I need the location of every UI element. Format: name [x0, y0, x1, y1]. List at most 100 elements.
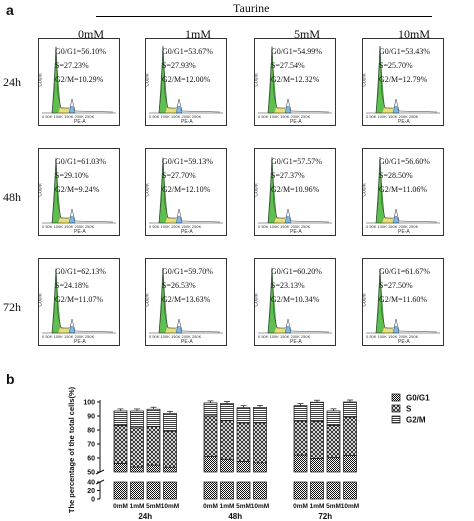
- histogram-24h-1mM: G0/G1=53.67% S=27.93% G2/M=12.00% Count 0 50…: [145, 38, 227, 126]
- stat-s: S=27.23%: [55, 61, 89, 70]
- stat-g0g1: G0/G1=59.13%: [162, 157, 213, 166]
- bar-segment-g2m: [343, 401, 357, 418]
- bar-segment-g2m: [220, 403, 234, 421]
- bar-segment-g0g1: [326, 457, 341, 473]
- count-axis-label: Count: [254, 293, 260, 307]
- stat-g0g1: G0/G1=61.03%: [55, 157, 106, 166]
- x-tick-labels: 0 50K 100K 150K 200K 250K: [366, 224, 419, 229]
- histogram-plot: [42, 158, 116, 224]
- bar-segment-g0g1: [203, 456, 218, 473]
- pe-a-axis-label: PE-A: [290, 339, 302, 345]
- stacked-bar-chart: The percentage of the total cells(%) 50 60…: [67, 386, 430, 521]
- bar-segment-s: [163, 430, 177, 468]
- histogram-48h-10mM: G0/G1=56.60% S=28.50% G2/M=11.06% Count 0 50…: [362, 148, 444, 236]
- y-tick-label: 90: [87, 414, 95, 421]
- bar-segment-g0g1: [293, 481, 308, 500]
- stat-g2m: G2/M=10.96%: [271, 185, 320, 194]
- stat-s: S=27.37%: [271, 171, 305, 180]
- stat-s: S=27.54%: [271, 61, 305, 70]
- pe-a-axis-label: PE-A: [74, 229, 86, 235]
- bar-segment-g0g1: [203, 481, 218, 500]
- pe-a-axis-label: PE-A: [181, 119, 193, 125]
- bar-segment-s: [253, 422, 267, 464]
- stat-g2m: G2/M=13.63%: [162, 295, 211, 304]
- stat-g2m: G2/M=11.06%: [379, 185, 427, 194]
- bar-segment-g0g1: [146, 464, 161, 473]
- bar-segment-g0g1: [163, 466, 177, 473]
- bar-segment-g2m: [163, 412, 177, 432]
- bar-segment-s: [220, 420, 234, 460]
- stat-s: S=23.13%: [271, 281, 305, 290]
- count-axis-label: Count: [145, 73, 151, 87]
- legend-label: G0/G1: [406, 394, 430, 403]
- histogram-plot: [149, 157, 223, 224]
- count-axis-label: Count: [38, 183, 44, 197]
- stat-g0g1: G0/G1=54.99%: [271, 47, 322, 56]
- time-label-72h: 72h: [3, 300, 21, 314]
- bar-segment-g0g1: [130, 481, 144, 500]
- bar-segment-s: [236, 422, 251, 462]
- conc-label-1: 1mM: [185, 27, 212, 41]
- x-tick-label: 5mM: [326, 503, 341, 510]
- histogram-plot: [149, 267, 223, 334]
- bar-segment-s: [146, 426, 161, 466]
- histogram-outline: [267, 157, 330, 224]
- conc-label-0: 0mM: [78, 27, 105, 41]
- x-tick-labels: 0 50K 100K 150K 200K 250K: [42, 334, 95, 339]
- pe-a-axis-label: PE-A: [290, 229, 302, 235]
- histogram-48h-1mM: G0/G1=59.13% S=27.70% G2/M=12.10% Count 0 50…: [145, 148, 227, 236]
- bar-segment-g0g1: [343, 481, 357, 500]
- x-tick-labels: 0 50K 100K 150K 200K 250K: [42, 224, 95, 229]
- legend-swatch: [391, 404, 401, 413]
- x-tick-label: 10mM: [251, 503, 269, 510]
- bar-segment-g0g1: [113, 481, 128, 500]
- stat-g2m: G2/M=11.60%: [379, 295, 427, 304]
- histogram-72h-10mM: G0/G1=61.67% S=27.50% G2/M=11.60% Count 0 50…: [362, 258, 444, 346]
- histogram-plot: [258, 157, 332, 224]
- pe-a-axis-label: PE-A: [181, 339, 193, 345]
- x-tick-labels: 0 50K 100K 150K 200K 250K: [149, 224, 202, 229]
- histogram-plot: [258, 46, 332, 114]
- cell-cycle-stats: G0/G1=56.60% S=28.50% G2/M=11.06%: [379, 155, 430, 197]
- pe-a-axis-label: PE-A: [398, 119, 410, 125]
- stat-g0g1: G0/G1=62.13%: [55, 267, 106, 276]
- bar-segment-s: [203, 415, 218, 457]
- cell-cycle-stats: G0/G1=57.57% S=27.37% G2/M=10.96%: [271, 155, 322, 197]
- legend-swatch: [391, 393, 401, 402]
- count-axis-label: Count: [362, 293, 368, 307]
- histogram-outline: [51, 46, 114, 114]
- y-tick-label: 80: [87, 428, 95, 435]
- pe-a-axis-label: PE-A: [181, 229, 193, 235]
- x-tick-labels: 0 50K 100K 150K 200K 250K: [258, 114, 311, 119]
- bar-segment-g0g1: [130, 466, 144, 473]
- bar-segment-g0g1: [146, 481, 161, 500]
- cell-cycle-stats: G0/G1=59.13% S=27.70% G2/M=12.10%: [162, 155, 213, 197]
- group-label: 48h: [228, 512, 242, 521]
- stat-g2m: G2/M=10.29%: [55, 75, 104, 84]
- x-tick-label: 1mM: [130, 503, 145, 510]
- cell-cycle-stats: G0/G1=62.13% S=24.18% G2/M=11.07%: [55, 265, 106, 307]
- y-tick-label: 40: [87, 480, 95, 487]
- bar-segment-g2m: [253, 407, 267, 424]
- stat-g2m: G2/M=12.79%: [379, 75, 428, 84]
- stat-g2m: G2/M=10.34%: [271, 295, 320, 304]
- histogram-plot: [149, 46, 223, 114]
- histogram-48h-5mM: G0/G1=57.57% S=27.37% G2/M=10.96% Count 0 50…: [254, 148, 336, 236]
- count-axis-label: Count: [38, 293, 44, 307]
- bar-segment-g2m: [203, 402, 218, 417]
- histogram-outline: [375, 46, 438, 114]
- pe-a-axis-label: PE-A: [398, 339, 410, 345]
- stat-g2m: G2/M=9.24%: [55, 185, 100, 194]
- histogram-outline: [51, 268, 114, 334]
- bar-segment-g2m: [113, 410, 128, 426]
- stat-g0g1: G0/G1=56.60%: [379, 157, 430, 166]
- stat-g0g1: G0/G1=61.67%: [379, 267, 430, 276]
- y-tick-label: 20: [87, 488, 95, 495]
- stat-s: S=25.70%: [379, 61, 413, 70]
- bar-segment-g0g1: [343, 455, 357, 473]
- x-tick-label: 5mM: [146, 503, 161, 510]
- legend-swatch: [391, 415, 401, 424]
- panel-b-letter: b: [6, 371, 15, 387]
- x-tick-label: 0mM: [113, 503, 128, 510]
- histogram-outline: [267, 46, 330, 114]
